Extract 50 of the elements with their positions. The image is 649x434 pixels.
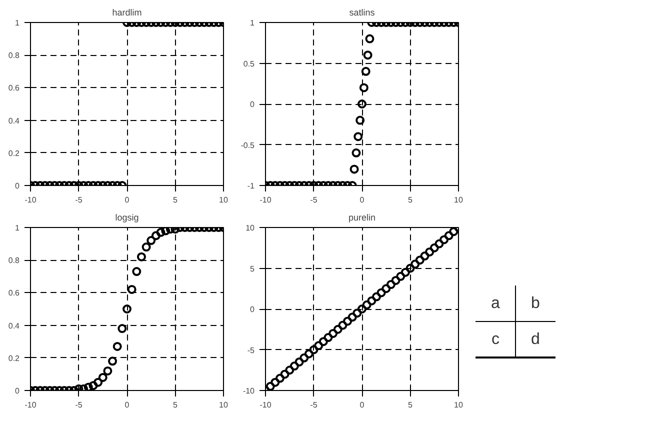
y-tick-label: 0 — [15, 182, 20, 190]
text: a — [491, 295, 500, 312]
y-tick-label: 0 — [250, 100, 256, 109]
y-tick-label: 0.8 — [8, 256, 20, 266]
x-tick-label: 10 — [219, 400, 228, 410]
chart-title: purelin — [348, 212, 376, 222]
chart-title: satlins — [349, 8, 376, 18]
chart-title: hardlim — [112, 8, 142, 18]
y-tick-label: 10 — [246, 224, 256, 232]
x-tick-label: 0 — [360, 400, 365, 410]
x-tick-label: -5 — [75, 400, 83, 410]
x-tick-label: 10 — [454, 400, 464, 410]
x-tick-label: 5 — [408, 400, 414, 410]
y-tick-label: 0.5 — [243, 59, 256, 68]
y-tick-label: 0.2 — [8, 354, 20, 363]
y-tick-label: -1 — [247, 182, 256, 190]
x-tick-label: -5 — [310, 196, 318, 204]
x-tick-label: -5 — [75, 196, 83, 204]
chart-title: logsig — [115, 212, 139, 222]
text: c — [492, 331, 500, 348]
y-tick-label: 0 — [250, 305, 256, 314]
x-tick-label: 0 — [124, 196, 130, 204]
x-tick-label: 5 — [408, 196, 414, 204]
x-tick-label: 10 — [219, 196, 228, 204]
x-tick-label: -10 — [24, 400, 37, 410]
y-tick-label: 5 — [250, 264, 256, 274]
x-tick-label: 0 — [124, 400, 130, 410]
y-tick-label: 1 — [15, 224, 20, 232]
text: b — [531, 295, 540, 312]
y-tick-label: 0.4 — [8, 321, 20, 330]
x-tick-label: -10 — [24, 196, 37, 204]
x-tick-label: -10 — [260, 400, 272, 410]
y-tick-label: -5 — [247, 346, 256, 355]
x-tick-label: -10 — [260, 196, 272, 204]
x-tick-label: 10 — [454, 196, 464, 204]
y-tick-label: 0.6 — [8, 288, 20, 298]
text: d — [531, 331, 540, 348]
y-tick-label: 0.8 — [8, 51, 20, 60]
y-tick-label: -10 — [242, 386, 256, 396]
y-tick-label: 0.2 — [8, 148, 20, 158]
y-tick-label: -0.5 — [240, 140, 256, 150]
x-tick-label: 5 — [173, 196, 178, 204]
x-tick-label: -5 — [310, 400, 318, 410]
y-tick-label: 0 — [15, 386, 20, 396]
y-tick-label: 0.6 — [8, 84, 20, 93]
x-tick-label: 5 — [173, 400, 178, 410]
x-tick-label: 0 — [360, 196, 365, 204]
y-tick-label: 1 — [15, 18, 20, 28]
y-tick-label: 1 — [250, 18, 256, 28]
y-tick-label: 0.4 — [8, 116, 20, 126]
